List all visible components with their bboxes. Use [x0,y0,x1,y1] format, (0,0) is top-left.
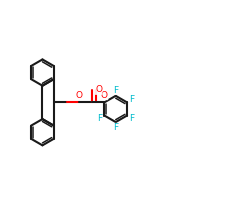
Text: F: F [129,95,135,104]
Text: F: F [113,86,118,95]
Text: O: O [76,91,83,100]
Text: F: F [129,114,135,123]
Text: O: O [101,91,108,100]
Text: O: O [95,85,102,94]
Text: F: F [97,114,102,123]
Text: F: F [113,123,118,132]
